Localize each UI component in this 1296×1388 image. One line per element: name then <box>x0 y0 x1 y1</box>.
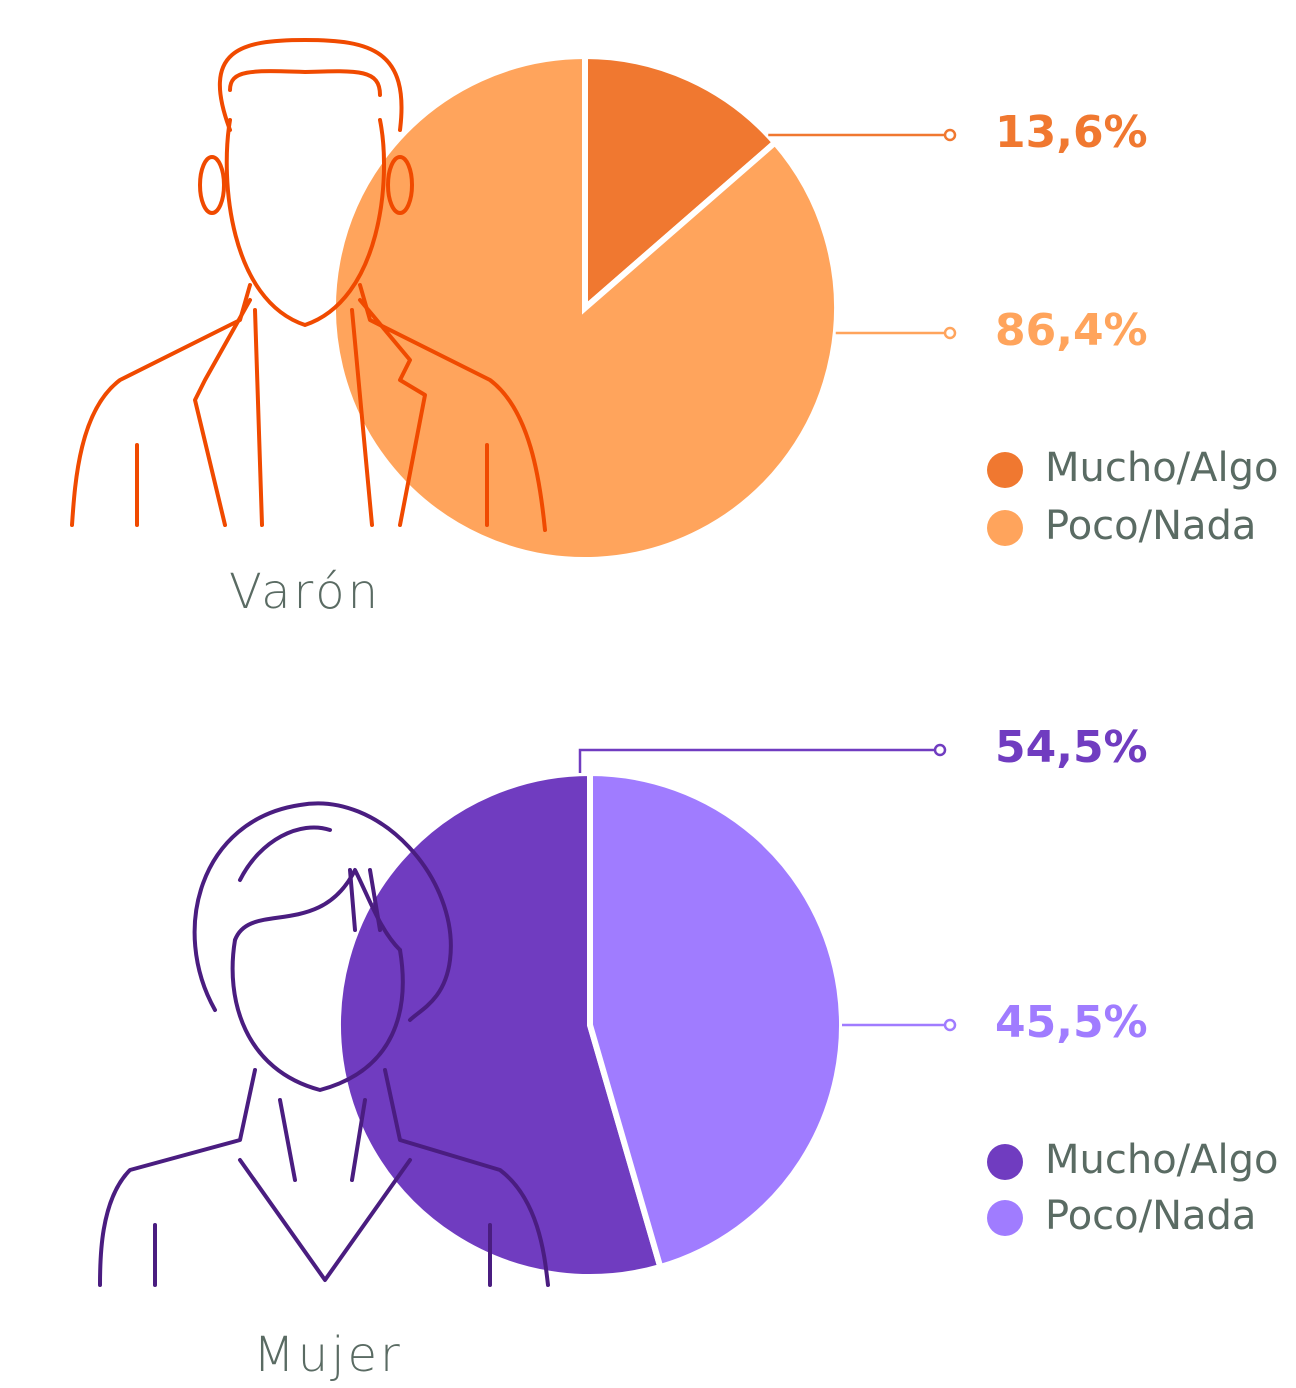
legend-label: Mucho/Algo <box>1045 1137 1279 1183</box>
leader-dot <box>933 743 947 757</box>
pie-slice <box>335 769 665 1280</box>
value-label: 13,6% <box>995 107 1148 158</box>
legend-label: Mucho/Algo <box>1045 445 1279 491</box>
leader-line <box>578 748 935 773</box>
legend-marker <box>987 1200 1023 1236</box>
leader-dot <box>943 326 957 340</box>
legend-marker <box>987 510 1023 546</box>
leader-dot <box>943 1018 957 1032</box>
legend-marker <box>987 452 1023 488</box>
figure-label: Mujer <box>253 1327 402 1383</box>
man-figure <box>70 38 547 532</box>
pie-slice <box>582 52 780 315</box>
value-label: 54,5% <box>995 722 1148 773</box>
legend-label: Poco/Nada <box>1045 503 1256 549</box>
woman-figure <box>98 801 550 1287</box>
value-label: 45,5% <box>995 997 1148 1048</box>
leader-dot <box>943 128 957 142</box>
legend-label: Poco/Nada <box>1045 1193 1256 1239</box>
legend-marker <box>987 1144 1023 1180</box>
figure-label: Varón <box>229 564 381 620</box>
pie-slice <box>587 769 845 1271</box>
value-label: 86,4% <box>995 305 1148 356</box>
pie-slice <box>330 52 840 563</box>
pies <box>330 52 845 1280</box>
